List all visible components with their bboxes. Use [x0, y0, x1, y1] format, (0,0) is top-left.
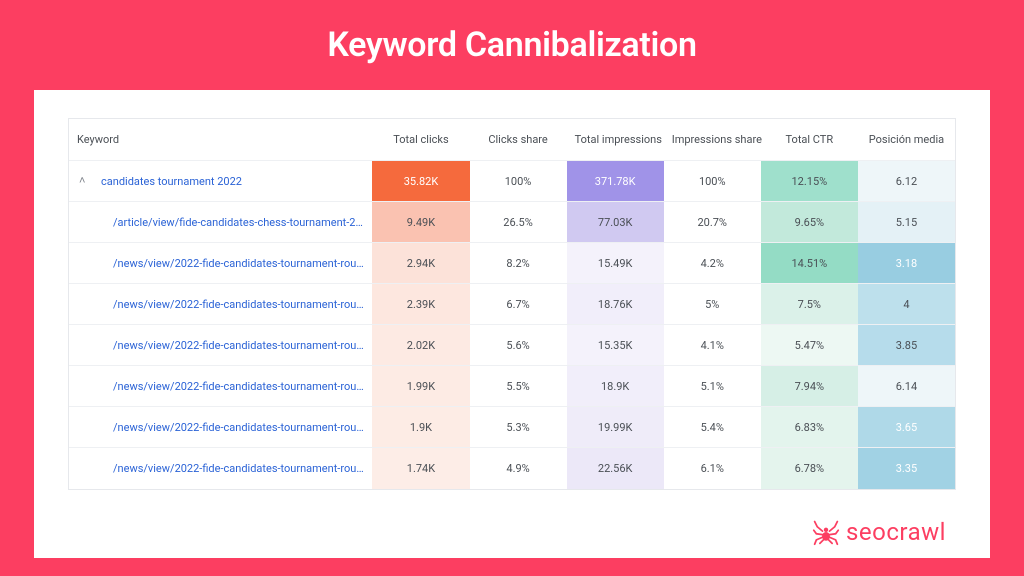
table-row[interactable]: /news/view/2022-fide-candidates-tourname…: [69, 325, 955, 366]
column-header-ctr[interactable]: Total CTR: [761, 119, 858, 161]
cell-ctr: 9.65%: [761, 202, 858, 243]
cell-position: 3.35: [858, 448, 955, 489]
column-header-impressions[interactable]: Total impressions: [567, 119, 664, 161]
cell-clicks_share: 4.9%: [470, 448, 567, 489]
cell-impressions_share: 5.1%: [664, 366, 761, 407]
table-row[interactable]: ˄candidates tournament 202235.82K100%371…: [69, 161, 955, 202]
cell-impressions: 22.56K: [567, 448, 664, 489]
cell-position: 4: [858, 284, 955, 325]
column-header-impressions_share[interactable]: Impressions share: [664, 119, 761, 161]
keyword-cell[interactable]: /news/view/2022-fide-candidates-tourname…: [69, 284, 372, 325]
column-header-position[interactable]: Posición media: [858, 119, 955, 161]
cell-clicks: 1.99K: [372, 366, 469, 407]
keyword-text: candidates tournament 2022: [101, 175, 242, 188]
cell-impressions_share: 4.1%: [664, 325, 761, 366]
cell-impressions_share: 6.1%: [664, 448, 761, 489]
cell-clicks: 1.9K: [372, 407, 469, 448]
cell-ctr: 7.5%: [761, 284, 858, 325]
cell-position: 6.12: [858, 161, 955, 202]
cell-ctr: 14.51%: [761, 243, 858, 284]
brand-text: seocrawl: [846, 518, 946, 546]
cell-clicks_share: 5.3%: [470, 407, 567, 448]
cell-impressions_share: 100%: [664, 161, 761, 202]
keyword-cell[interactable]: /news/view/2022-fide-candidates-tourname…: [69, 448, 372, 489]
keyword-text: /news/view/2022-fide-candidates-tourname…: [113, 380, 372, 393]
keyword-cell[interactable]: /article/view/fide-candidates-chess-tour…: [69, 202, 372, 243]
cell-impressions_share: 5%: [664, 284, 761, 325]
cell-clicks_share: 5.6%: [470, 325, 567, 366]
cell-position: 3.85: [858, 325, 955, 366]
keyword-text: /news/view/2022-fide-candidates-tourname…: [113, 462, 372, 475]
cell-ctr: 7.94%: [761, 366, 858, 407]
table-header: KeywordTotal clicksClicks shareTotal imp…: [69, 119, 955, 161]
keyword-text: /news/view/2022-fide-candidates-tourname…: [113, 421, 372, 434]
column-header-clicks_share[interactable]: Clicks share: [470, 119, 567, 161]
chevron-up-icon[interactable]: ˄: [79, 174, 95, 187]
page-header: Keyword Cannibalization: [0, 0, 1024, 90]
cell-clicks: 2.02K: [372, 325, 469, 366]
cell-position: 3.18: [858, 243, 955, 284]
column-header-clicks[interactable]: Total clicks: [372, 119, 469, 161]
table-body: ˄candidates tournament 202235.82K100%371…: [69, 161, 955, 489]
cell-clicks: 9.49K: [372, 202, 469, 243]
page-title: Keyword Cannibalization: [327, 25, 696, 65]
keyword-text: /news/view/2022-fide-candidates-tourname…: [113, 257, 372, 270]
keyword-text: /article/view/fide-candidates-chess-tour…: [113, 216, 372, 229]
cell-clicks_share: 5.5%: [470, 366, 567, 407]
keyword-cell[interactable]: /news/view/2022-fide-candidates-tourname…: [69, 366, 372, 407]
table-row[interactable]: /news/view/2022-fide-candidates-tourname…: [69, 366, 955, 407]
cell-ctr: 6.83%: [761, 407, 858, 448]
keyword-table: KeywordTotal clicksClicks shareTotal imp…: [69, 119, 955, 489]
keyword-text: /news/view/2022-fide-candidates-tourname…: [113, 298, 372, 311]
cell-ctr: 6.78%: [761, 448, 858, 489]
cell-clicks: 35.82K: [372, 161, 469, 202]
keyword-cell[interactable]: /news/view/2022-fide-candidates-tourname…: [69, 325, 372, 366]
column-header-keyword[interactable]: Keyword: [69, 119, 372, 161]
cell-impressions: 18.76K: [567, 284, 664, 325]
table-row[interactable]: /article/view/fide-candidates-chess-tour…: [69, 202, 955, 243]
cell-clicks: 2.94K: [372, 243, 469, 284]
cell-impressions: 77.03K: [567, 202, 664, 243]
cell-clicks: 1.74K: [372, 448, 469, 489]
cell-impressions_share: 20.7%: [664, 202, 761, 243]
keyword-cell[interactable]: ˄ candidates tournament 2022: [69, 161, 372, 202]
cell-impressions: 371.78K: [567, 161, 664, 202]
cell-impressions: 15.35K: [567, 325, 664, 366]
cell-clicks_share: 100%: [470, 161, 567, 202]
cell-position: 6.14: [858, 366, 955, 407]
cell-impressions_share: 5.4%: [664, 407, 761, 448]
cell-impressions: 15.49K: [567, 243, 664, 284]
keyword-text: /news/view/2022-fide-candidates-tourname…: [113, 339, 372, 352]
cell-position: 3.65: [858, 407, 955, 448]
table-row[interactable]: /news/view/2022-fide-candidates-tourname…: [69, 243, 955, 284]
content-frame: KeywordTotal clicksClicks shareTotal imp…: [34, 90, 990, 558]
cell-clicks_share: 8.2%: [470, 243, 567, 284]
cell-position: 5.15: [858, 202, 955, 243]
keyword-cell[interactable]: /news/view/2022-fide-candidates-tourname…: [69, 243, 372, 284]
table-row[interactable]: /news/view/2022-fide-candidates-tourname…: [69, 448, 955, 489]
table-row[interactable]: /news/view/2022-fide-candidates-tourname…: [69, 407, 955, 448]
cell-clicks_share: 26.5%: [470, 202, 567, 243]
keyword-cell[interactable]: /news/view/2022-fide-candidates-tourname…: [69, 407, 372, 448]
cell-impressions: 19.99K: [567, 407, 664, 448]
brand-logo: seocrawl: [812, 518, 946, 546]
cell-clicks: 2.39K: [372, 284, 469, 325]
cell-ctr: 12.15%: [761, 161, 858, 202]
cell-impressions_share: 4.2%: [664, 243, 761, 284]
cell-ctr: 5.47%: [761, 325, 858, 366]
table-row[interactable]: /news/view/2022-fide-candidates-tourname…: [69, 284, 955, 325]
cell-impressions: 18.9K: [567, 366, 664, 407]
keyword-table-container: KeywordTotal clicksClicks shareTotal imp…: [68, 118, 956, 490]
spider-icon: [812, 518, 840, 546]
cell-clicks_share: 6.7%: [470, 284, 567, 325]
